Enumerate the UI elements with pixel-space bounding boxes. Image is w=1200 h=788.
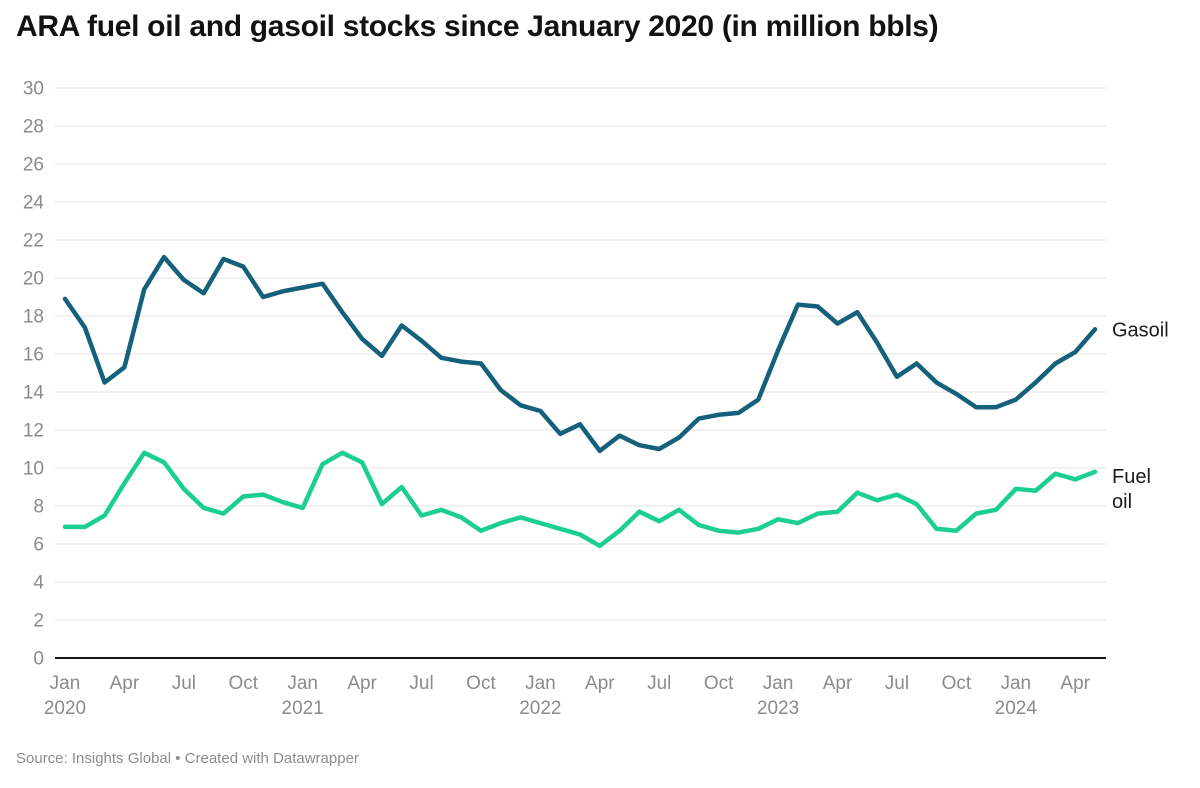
x-tick-year-label: 2024 bbox=[995, 698, 1038, 719]
y-tick-label: 4 bbox=[33, 573, 44, 594]
y-tick-label: 24 bbox=[23, 193, 45, 214]
x-tick-month-label: Oct bbox=[466, 673, 496, 694]
y-tick-label: 14 bbox=[23, 383, 45, 404]
y-tick-label: 18 bbox=[23, 307, 44, 328]
gasoil-series-label: Gasoil bbox=[1112, 319, 1169, 341]
y-tick-label: 20 bbox=[23, 269, 44, 290]
x-tick-month-label: Apr bbox=[1060, 673, 1090, 694]
x-tick-month-label: Jul bbox=[885, 673, 909, 694]
y-tick-label: 8 bbox=[33, 497, 44, 518]
y-tick-label: 16 bbox=[23, 345, 44, 366]
fuel-oil-line bbox=[62, 450, 1098, 549]
x-tick-month-label: Jan bbox=[1000, 673, 1031, 694]
x-tick-month-label: Jul bbox=[647, 673, 671, 694]
y-tick-label: 10 bbox=[23, 459, 44, 480]
x-tick-year-label: 2020 bbox=[44, 698, 86, 719]
y-tick-label: 12 bbox=[23, 421, 44, 442]
x-tick-month-label: Oct bbox=[704, 673, 734, 694]
x-tick-month-label: Apr bbox=[347, 673, 377, 694]
x-tick-month-label: Jan bbox=[525, 673, 556, 694]
x-tick-month-label: Jul bbox=[409, 673, 433, 694]
y-tick-label: 6 bbox=[33, 535, 44, 556]
fuel-oil-series-label: Fuel bbox=[1112, 466, 1151, 488]
x-tick-month-label: Oct bbox=[942, 673, 972, 694]
x-tick-month-label: Jan bbox=[287, 673, 318, 694]
y-tick-label: 30 bbox=[23, 79, 44, 100]
x-tick-month-label: Apr bbox=[585, 673, 615, 694]
x-tick-month-label: Jul bbox=[172, 673, 196, 694]
x-tick-month-label: Jan bbox=[50, 673, 81, 694]
y-tick-label: 0 bbox=[33, 649, 44, 670]
gasoil-line bbox=[62, 254, 1098, 454]
y-tick-label: 22 bbox=[23, 231, 44, 252]
x-tick-year-label: 2022 bbox=[519, 698, 561, 719]
fuel-oil-series-label: oil bbox=[1112, 491, 1132, 513]
source-note: Source: Insights Global • Created with D… bbox=[16, 750, 359, 767]
x-tick-month-label: Apr bbox=[110, 673, 140, 694]
y-tick-label: 2 bbox=[33, 611, 44, 632]
y-tick-label: 28 bbox=[23, 117, 44, 138]
x-tick-year-label: 2021 bbox=[282, 698, 324, 719]
x-tick-month-label: Apr bbox=[823, 673, 853, 694]
y-tick-label: 26 bbox=[23, 155, 44, 176]
chart-title: ARA fuel oil and gasoil stocks since Jan… bbox=[16, 10, 939, 43]
x-tick-month-label: Oct bbox=[228, 673, 258, 694]
x-tick-year-label: 2023 bbox=[757, 698, 799, 719]
x-tick-month-label: Jan bbox=[763, 673, 794, 694]
